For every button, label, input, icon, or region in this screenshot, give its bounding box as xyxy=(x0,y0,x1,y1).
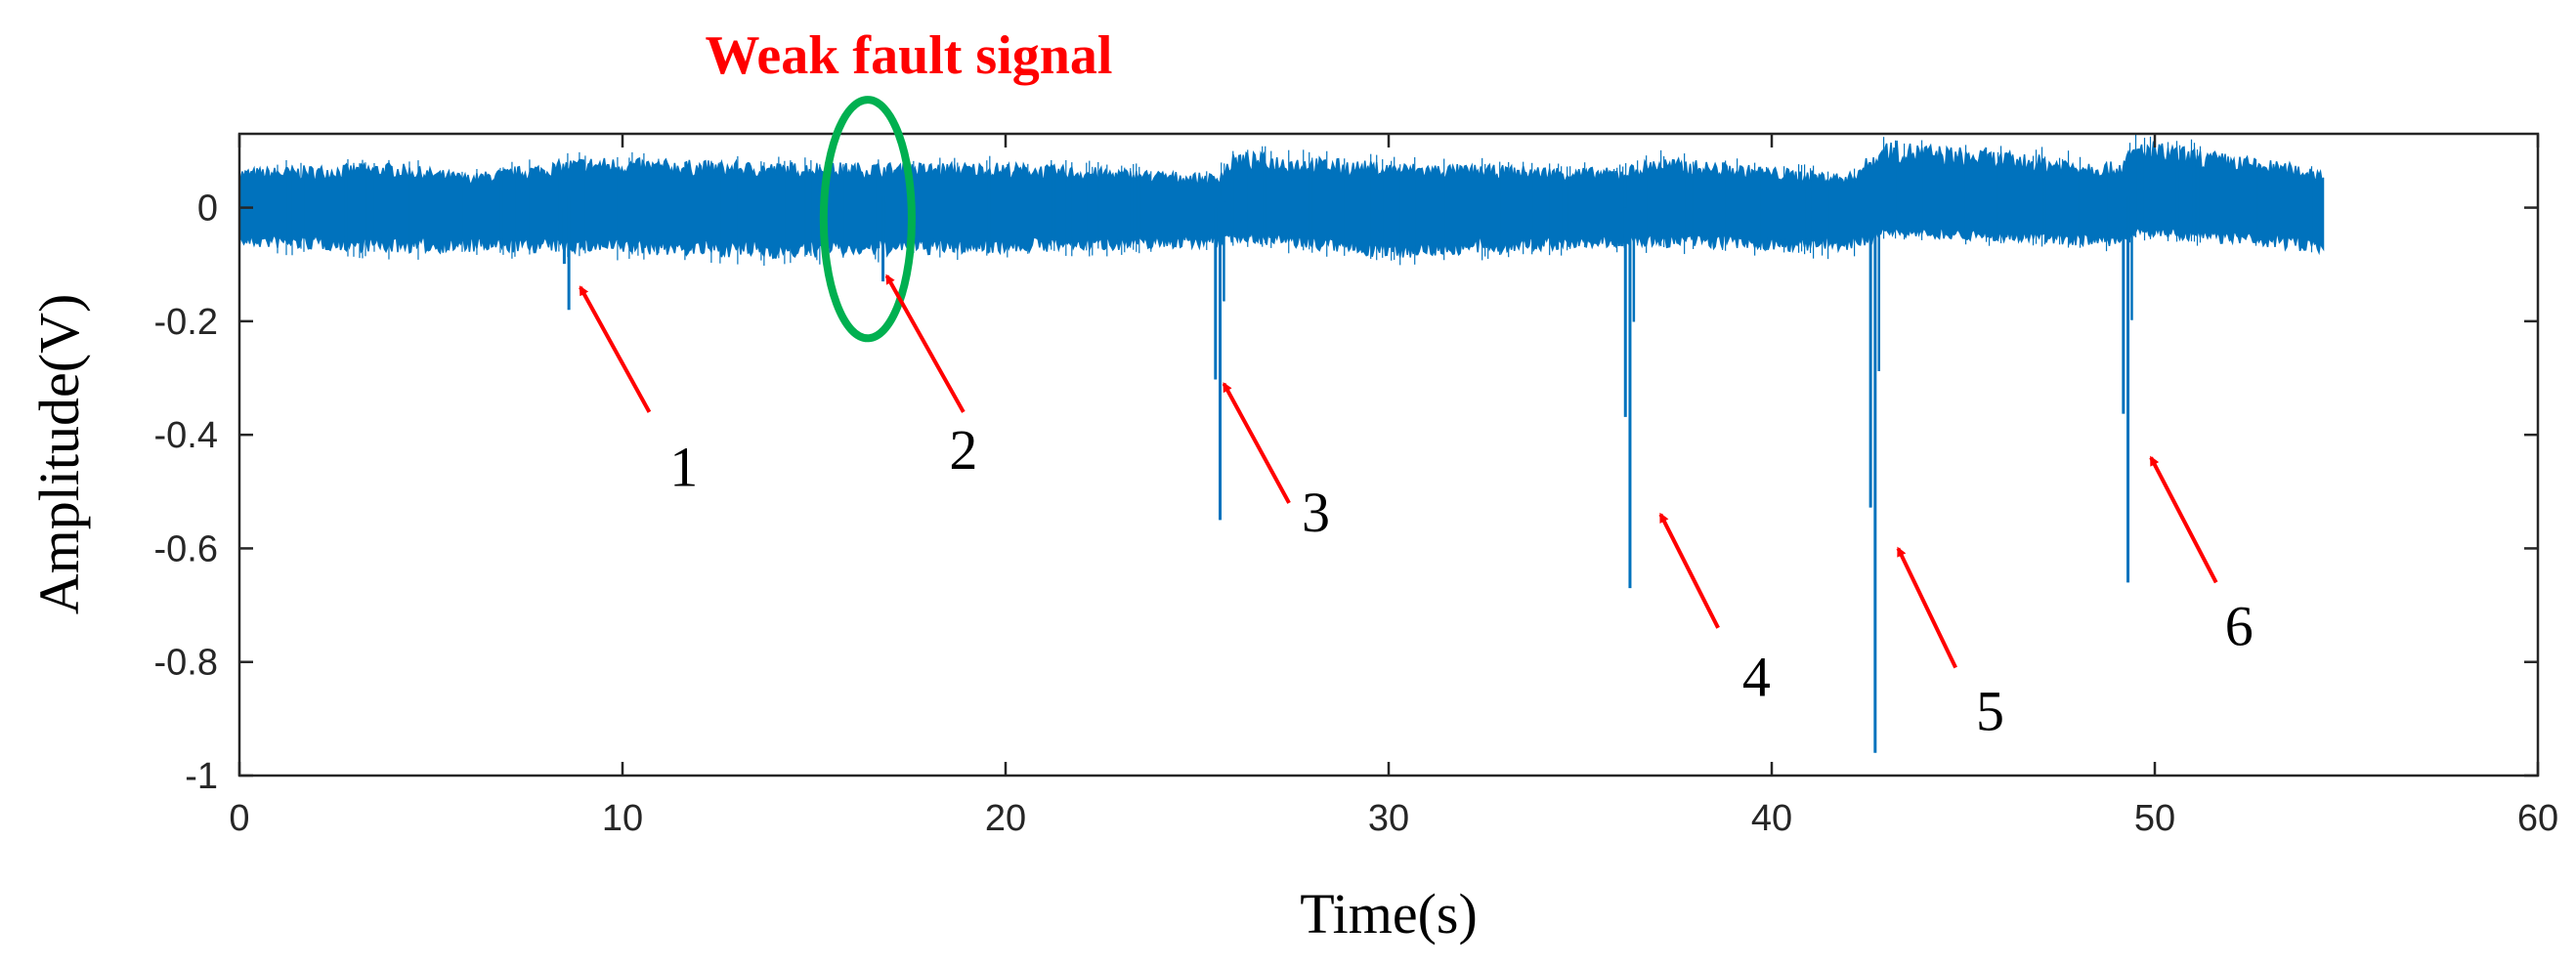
x-tick-label: 40 xyxy=(1751,798,1792,839)
fault-impulse-2 xyxy=(877,195,888,282)
y-axis-title: Amplitude(V) xyxy=(27,294,91,615)
signal-trace xyxy=(238,134,2325,753)
annotation-3: 3 xyxy=(1222,382,1330,544)
annotation-arrow xyxy=(2149,455,2218,584)
fault-impulse-4 xyxy=(1623,195,1636,589)
annotation-5: 5 xyxy=(1896,546,2004,742)
fault-impulse-6 xyxy=(2122,195,2133,583)
annotation-2: 2 xyxy=(884,273,977,482)
annotation-arrow xyxy=(1658,512,1720,629)
annotation-arrow xyxy=(884,273,966,413)
annotation-arrow xyxy=(579,285,652,413)
axis-ticks: 0 10 20 30 40 50 60 0 -0.2 -0.4 -0.6 -0.8 -1 xyxy=(154,134,2558,839)
x-axis-title: Time(s) xyxy=(1300,882,1478,946)
annotation-number: 3 xyxy=(1302,481,1330,544)
y-tick-label: -1 xyxy=(185,756,218,797)
x-tick-label: 30 xyxy=(1368,798,1409,839)
y-tick-label: -0.2 xyxy=(154,302,218,343)
fault-impulse-5 xyxy=(1868,195,1881,753)
x-tick-label: 10 xyxy=(602,798,643,839)
x-tick-label: 60 xyxy=(2517,798,2558,839)
highlight-title: Weak fault signal xyxy=(706,25,1113,86)
y-tick-label: -0.6 xyxy=(154,528,218,569)
x-tick-label: 20 xyxy=(985,798,1026,839)
y-tick-label: 0 xyxy=(197,189,218,230)
weak-fault-ellipse xyxy=(819,96,916,343)
annotation-1: 1 xyxy=(579,285,698,498)
annotation-4: 4 xyxy=(1658,512,1771,709)
annotation-number: 5 xyxy=(1976,679,2004,742)
fault-impulse-1 xyxy=(562,195,575,311)
annotation-arrow xyxy=(1896,546,1957,669)
annotation-6: 6 xyxy=(2149,455,2254,657)
y-tick-label: -0.4 xyxy=(154,415,218,456)
y-tick-label: -0.8 xyxy=(154,643,218,684)
annotation-number: 6 xyxy=(2225,594,2254,657)
annotation-number: 1 xyxy=(669,435,698,498)
annotation-number: 2 xyxy=(949,418,977,482)
annotations: 1 2 3 4 5 6 xyxy=(579,96,2254,742)
x-tick-label: 50 xyxy=(2134,798,2175,839)
fault-impulse-3 xyxy=(1214,195,1225,521)
x-tick-label: 0 xyxy=(229,798,249,839)
signal-band xyxy=(238,140,2325,260)
annotation-number: 4 xyxy=(1742,646,1771,709)
annotation-arrow xyxy=(1222,382,1291,504)
